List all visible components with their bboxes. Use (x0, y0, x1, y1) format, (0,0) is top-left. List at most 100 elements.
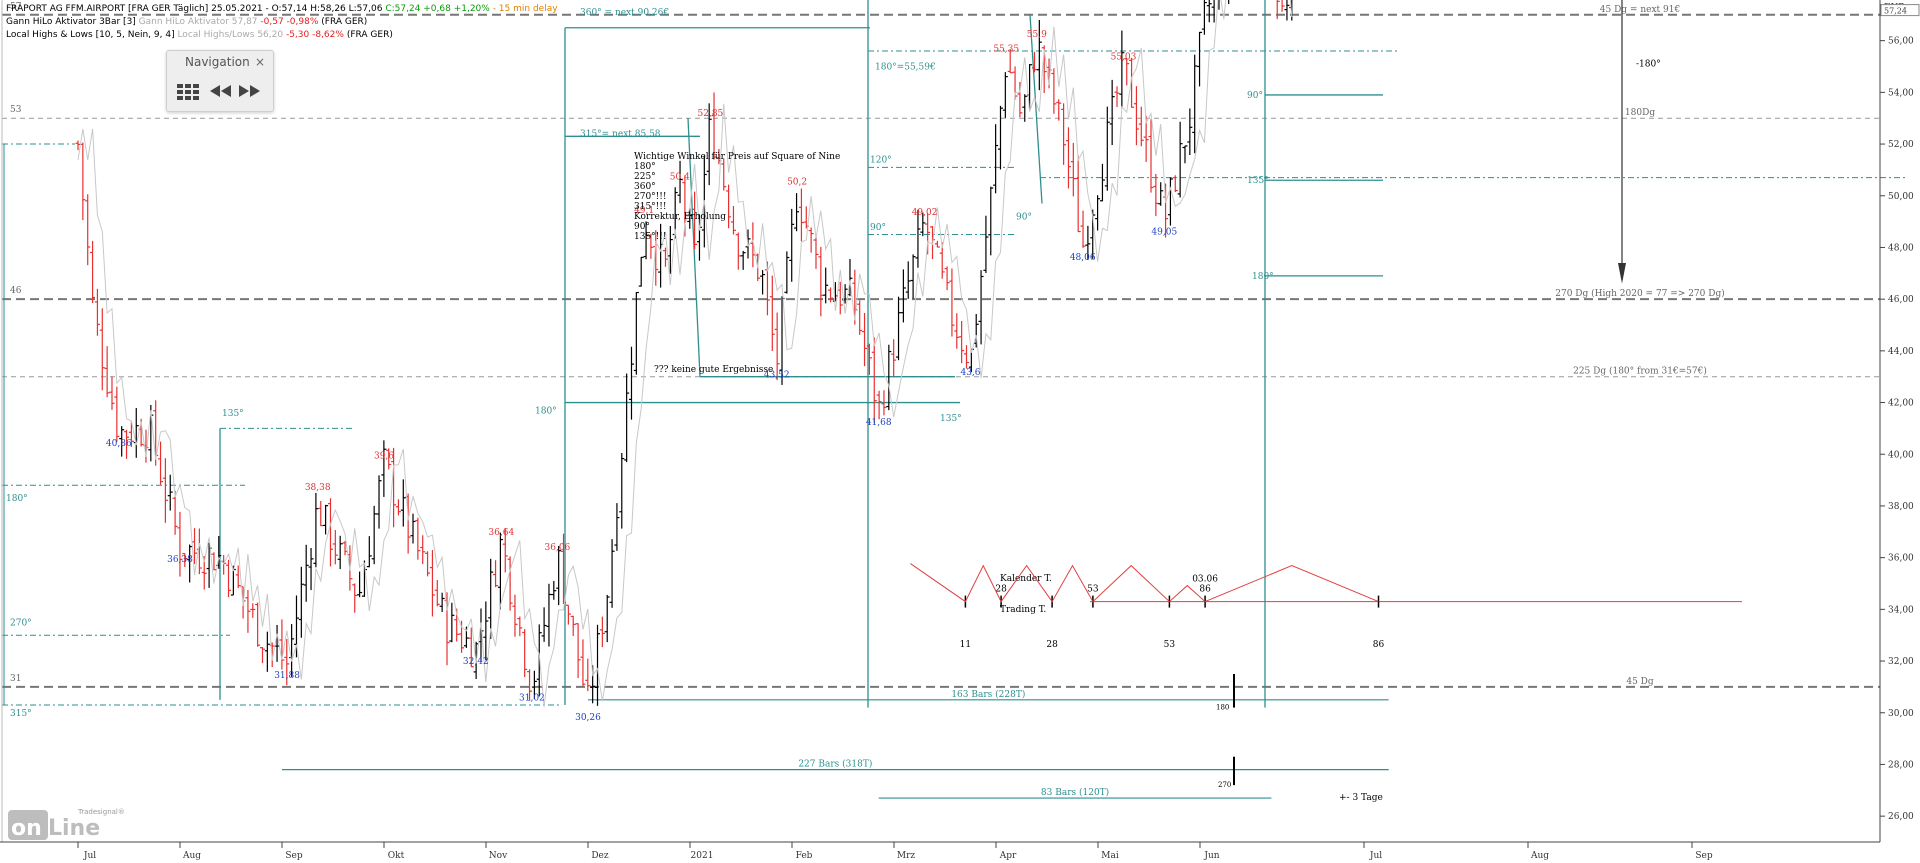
x-tick-label: Mrz (897, 851, 916, 861)
note-label-270: 270 (1218, 781, 1231, 789)
high-low-labels: 39,6 36,64 36,06 38,38 49,1 50,4 52,85 50,2 49,0… (106, 30, 1178, 723)
candles (75, 0, 1293, 707)
local-high-label: 50,2 (787, 178, 807, 188)
angle-label: 270° (10, 618, 32, 628)
angle-label: 180° (535, 406, 557, 416)
bar-range-lines: 256 Bars (363T)190 Bars (273T)126 Bars (… (282, 689, 1389, 799)
local-high-label: 39,6 (374, 452, 394, 462)
x-tick-label: Jun (1203, 851, 1219, 861)
note-label-180: 180 (1216, 704, 1229, 712)
close-icon[interactable]: × (254, 55, 265, 69)
gann-angle-lines: 135° 180° 270° 315° 360° = next 90,26€ 315°= … (2, 0, 1905, 719)
indicator-value: Local Highs/Lows 56,20 (177, 30, 286, 40)
price-level-right-label: 180Dg (1625, 108, 1655, 118)
local-low-label: 30,26 (575, 713, 601, 723)
local-high-label: 52,85 (698, 109, 724, 119)
angle-label: 135° (940, 414, 962, 424)
down-arrow-head (1618, 262, 1626, 284)
indicator-market: (FRA GER) (343, 30, 393, 40)
price-level-left-label: 53 (10, 105, 22, 115)
note-line: 225° (634, 172, 656, 182)
price-level-left-label: 46 (10, 286, 22, 296)
delay-note: - 15 min delay (489, 4, 558, 14)
angle-label: 90° (870, 223, 886, 233)
y-tick-label: 56,00 (1888, 37, 1914, 47)
trading-tick-label: 28 (1046, 640, 1058, 650)
trading-tick-label: 86 (1373, 640, 1385, 650)
local-low-label: 31,88 (274, 671, 300, 681)
note-line: 360° (634, 182, 656, 192)
y-tick-label: 30,00 (1888, 709, 1914, 719)
angle-label: 90° (1247, 91, 1263, 101)
y-tick-label: 34,00 (1888, 605, 1914, 615)
note-minus-180: -180° (1636, 60, 1661, 70)
local-low-label: 31,02 (519, 693, 545, 703)
note-line: 135°!!! (634, 232, 667, 242)
indicator-value: Gann HiLo Aktivator 57,87 (138, 17, 261, 27)
y-tick-label: 46,00 (1888, 295, 1914, 305)
angle-label: 135° (1247, 176, 1269, 186)
local-low-label: 49,05 (1151, 227, 1177, 237)
bar-range-label: 83 Bars (120T) (1041, 787, 1109, 798)
angle-label: 360° = next 90,26€ (580, 8, 669, 18)
local-high-label: 55,35 (993, 44, 1019, 54)
local-low-label: 32,42 (463, 657, 489, 667)
angle-label: 180°=55,59€ (875, 63, 936, 73)
price-level-left-label: 57 (10, 2, 22, 12)
x-tick-label: Jul (1369, 851, 1382, 861)
local-high-label: 38,38 (305, 483, 331, 493)
header-line-3: Local Highs & Lows [10, 5, Nein, 9, 4] L… (6, 30, 393, 40)
angle-label: 315° (10, 709, 32, 719)
x-tick-label: Dez (591, 851, 609, 861)
price-levels: 69180Dg65135 Dg6190 Dg5745 Dg = next 91€… (2, 2, 1880, 688)
note-line: Korrektur, Erholung (634, 212, 726, 222)
indicator-name: Gann HiLo Aktivator 3Bar [3] (6, 17, 139, 27)
x-tick-label: Sep (1695, 851, 1712, 861)
x-tick-label: Aug (182, 851, 201, 861)
note-three-days: +- 3 Tage (1339, 793, 1383, 803)
kalender-tick-label: 53 (1087, 585, 1099, 595)
angle-label: 90° (1016, 212, 1032, 222)
gann-hilo-line (77, 0, 1293, 707)
x-tick-label: Mai (1101, 851, 1119, 861)
local-high-label: 36,06 (545, 543, 571, 553)
logo-small-text: Tradesignal® (78, 808, 125, 816)
x-tick-label: 2021 (691, 851, 714, 861)
price-level-left-label: 31 (10, 674, 21, 684)
price-level-right-label: 45 Dg = next 91€ (1600, 5, 1680, 15)
navigation-panel[interactable]: Navigation × (166, 50, 274, 112)
x-tick-label: Apr (999, 851, 1017, 861)
note-line: 270°!!! (634, 192, 667, 202)
notes: Wichtige Winkel für Preis auf Square of … (634, 0, 1661, 803)
angle-diagonal-line (1029, 14, 1043, 204)
x-tick-label: Jul (83, 851, 96, 861)
y-tick-label: 54,00 (1888, 88, 1914, 98)
note-no-good: ??? keine gute Ergebnisse (654, 365, 773, 375)
tradesignal-logo: on Line Tradesignal® (8, 808, 125, 846)
local-low-label: 48,06 (1070, 253, 1096, 263)
angle-label: 120° (870, 156, 892, 166)
local-low-label: 36,38 (167, 555, 193, 565)
symbol-name: FRAPORT AG FFM.AIRPORT [FRA GER Täglich] (6, 4, 209, 14)
price-level-right-label: 45 Dg (1626, 677, 1654, 687)
x-tick-label: Okt (388, 851, 405, 861)
kalender-tick-label: 28 (995, 585, 1007, 595)
angle-diagonal-line (687, 118, 701, 377)
logo-mark: on Line (8, 810, 100, 841)
grid-icon[interactable] (175, 79, 201, 103)
local-low-label: 41,68 (866, 418, 892, 428)
trading-tick-label: 53 (1164, 640, 1176, 650)
y-tick-label: 32,00 (1888, 657, 1914, 667)
angle-label: 315°= next 85,58 (580, 130, 661, 140)
bar-range-label: 163 Bars (228T) (951, 689, 1025, 700)
local-low-label: 43,52 (764, 370, 790, 380)
rewind-icon[interactable] (207, 79, 233, 103)
price-level-right-label: 270 Dg (High 2020 = 77 => 270 Dg) (1555, 288, 1724, 299)
svg-text:Line: Line (48, 816, 100, 841)
cycle-date-label: 03.06 (1192, 575, 1218, 585)
price-label: 57,24 (1884, 7, 1907, 16)
fast-forward-icon[interactable] (237, 79, 263, 103)
y-tick-label: 26,00 (1888, 812, 1914, 822)
local-high-label: 50,4 (670, 172, 690, 182)
